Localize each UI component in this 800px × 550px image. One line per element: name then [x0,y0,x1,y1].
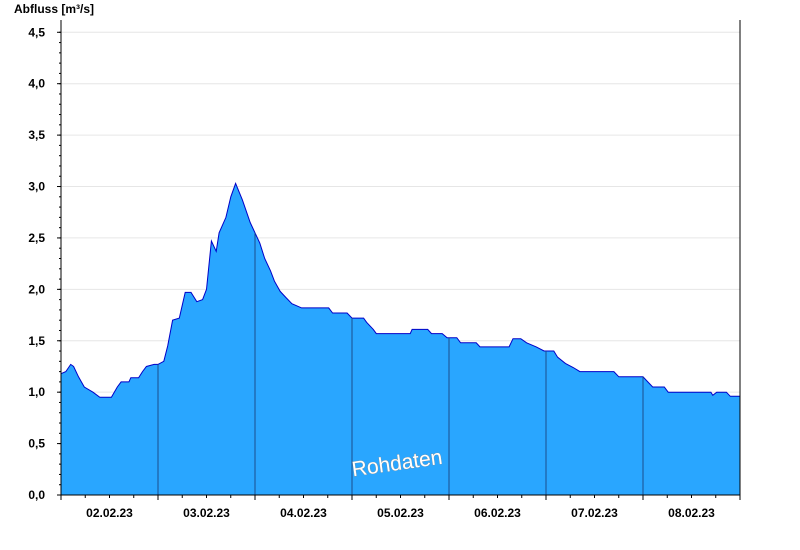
x-tick-label-5: 07.02.23 [571,506,618,520]
y-tick-label-7: 3,5 [28,128,45,142]
x-axis-ticks: 02.02.23 03.02.23 04.02.23 05.02.23 06.02.23… [60,495,741,520]
x-tick-label-4: 06.02.23 [474,506,521,520]
y-tick-label-4: 2,0 [28,282,45,296]
discharge-line [60,182,740,398]
day-separators [157,232,644,495]
y-tick-label-0: 0,0 [28,488,45,502]
discharge-area [61,183,740,495]
x-tick-label-1: 03.02.23 [183,506,230,520]
y-tick-label-6: 3,0 [28,180,45,194]
y-tick-label-2: 1,0 [28,385,45,399]
y-axis-label: Abfluss [m³/s] [14,2,94,16]
x-tick-label-0: 02.02.23 [86,506,133,520]
y-tick-label-9: 4,5 [28,25,45,39]
y-axis-ticks: 0,0 0,5 1,0 1,5 2,0 2,5 3,0 3,5 4,0 4,5 [28,25,61,502]
y-tick-label-1: 0,5 [28,437,45,451]
x-tick-label-3: 05.02.23 [377,506,424,520]
x-tick-label-6: 08.02.23 [668,506,715,520]
y-tick-label-3: 1,5 [28,334,45,348]
y-tick-label-8: 4,0 [28,77,45,91]
y-tick-label-5: 2,5 [28,231,45,245]
x-tick-label-2: 04.02.23 [280,506,327,520]
